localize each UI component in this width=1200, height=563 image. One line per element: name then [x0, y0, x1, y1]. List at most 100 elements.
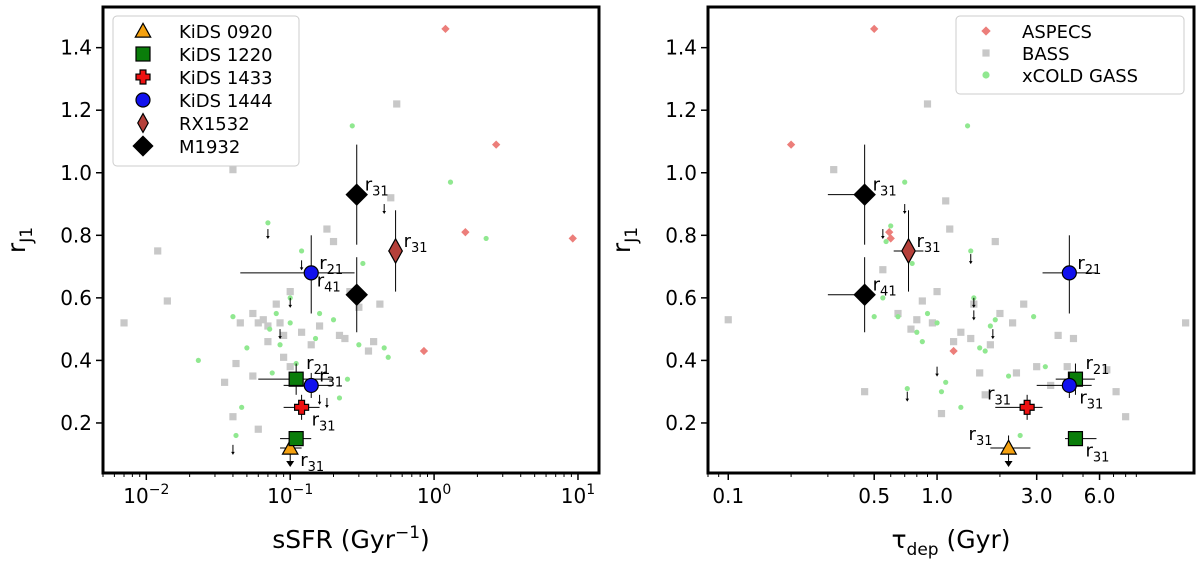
marker-kids-1444 — [303, 265, 319, 281]
marker-kids-1444 — [1061, 265, 1077, 281]
point-bass — [946, 225, 954, 233]
marker-m1932 — [345, 283, 368, 306]
point-xcold-gass — [880, 295, 886, 301]
legend-label: ASPECS — [1022, 22, 1092, 43]
marker-kids-1220 — [288, 371, 304, 387]
point-bass — [1054, 331, 1062, 339]
annotation-r21: r21 — [306, 353, 330, 378]
point-xcold-gass — [267, 326, 273, 332]
y-tick-label: 1.4 — [60, 36, 92, 60]
y-tick-label: 1.4 — [665, 36, 697, 60]
legend-marker-kids-1444 — [135, 92, 151, 108]
point-aspecs — [786, 140, 796, 149]
annotation-sub: 31 — [880, 185, 897, 200]
point-rx1532 — [388, 210, 404, 292]
point-kids-1433 — [995, 394, 1043, 420]
upper-limit-arrow-head — [905, 398, 910, 402]
point-xcold-gass — [1017, 432, 1023, 439]
point-bass — [329, 237, 338, 246]
point-bass — [861, 388, 869, 396]
y-tick-label: 0.8 — [60, 223, 92, 247]
point-xcold-gass — [934, 320, 940, 326]
point-xcold-gass — [230, 314, 236, 320]
annotation-sub: 31 — [995, 393, 1012, 408]
point-bass — [376, 300, 384, 308]
point-aspecs — [441, 24, 450, 34]
legend-marker-kids-1433 — [135, 69, 151, 85]
point-aspecs — [568, 234, 577, 243]
upper-limit-arrow-head — [288, 304, 293, 308]
x-tick-label: 10−2 — [123, 482, 169, 508]
point-bass — [986, 341, 994, 349]
point-kids-1220 — [258, 363, 334, 395]
point-bass — [163, 297, 171, 305]
marker-kids-1444 — [1061, 377, 1077, 394]
point-bass — [913, 316, 921, 324]
point-bass — [724, 316, 732, 324]
annotation-sub: 21 — [1093, 363, 1110, 378]
point-bass — [280, 353, 288, 361]
point-xcold-gass — [233, 432, 239, 439]
point-xcold-gass — [330, 317, 337, 323]
point-kids-1444 — [283, 372, 334, 398]
point-bass — [923, 100, 932, 108]
legend-label: KiDS 1444 — [179, 91, 273, 112]
annotation-r21: r21 — [1077, 253, 1101, 278]
annotation-sub: 31 — [924, 241, 941, 256]
point-bass — [272, 300, 280, 308]
point-xcold-gass — [904, 385, 910, 392]
point-bass — [928, 319, 937, 327]
series-xcold-gass — [871, 123, 1048, 439]
point-bass — [254, 425, 262, 433]
point-xcold-gass — [344, 376, 351, 382]
annotation-main: r — [969, 424, 977, 445]
x-tick-label: 10−1 — [267, 482, 313, 508]
annotation-main: r — [312, 409, 320, 430]
point-m1932 — [827, 257, 876, 333]
legend-label: xCOLD GASS — [1022, 66, 1138, 87]
point-bass — [286, 363, 294, 371]
point-bass — [1008, 319, 1017, 327]
point-bass — [1069, 334, 1078, 343]
point-kids-0920 — [990, 435, 1031, 467]
y-tick-label: 0.8 — [665, 223, 697, 247]
point-bass — [1033, 363, 1041, 371]
marker-kids-0920 — [999, 439, 1018, 455]
marker-m1932 — [345, 183, 368, 206]
point-bass — [229, 413, 237, 421]
annotation-sub: 31 — [1087, 397, 1104, 412]
upper-limit-arrow-head — [972, 304, 976, 308]
annotation-sub: 31 — [411, 241, 428, 256]
point-bass — [393, 100, 401, 108]
point-bass — [341, 334, 349, 343]
annotation-sub: 41 — [324, 281, 341, 296]
y-axis-label-main: r — [607, 242, 636, 253]
series-aspecs — [786, 24, 958, 356]
marker-kids-1433 — [1019, 399, 1035, 415]
legend-label: KiDS 1220 — [179, 45, 273, 66]
point-xcold-gass — [195, 357, 201, 364]
y-tick-label: 0.6 — [60, 286, 92, 310]
point-xcold-gass — [977, 345, 983, 351]
point-bass — [307, 341, 315, 349]
annotation-r41: r41 — [317, 271, 341, 296]
point-bass — [907, 325, 915, 333]
point-xcold-gass — [1031, 314, 1037, 320]
x-axis-label-sup: −1 — [395, 523, 420, 543]
legend-label: KiDS 0920 — [179, 22, 273, 43]
upper-limit-head — [286, 460, 295, 467]
point-xcold-gass — [943, 379, 949, 385]
y-tick-label: 0.2 — [665, 411, 697, 435]
point-xcold-gass — [938, 389, 945, 395]
point-bass — [220, 378, 229, 386]
point-xcold-gass — [316, 310, 323, 317]
point-xcold-gass — [871, 314, 877, 320]
x-tick-base: 10 — [561, 484, 586, 508]
point-kids-1220 — [280, 430, 312, 447]
point-bass — [830, 166, 838, 174]
annotation-r21: r21 — [1085, 353, 1109, 378]
point-bass — [949, 338, 958, 346]
point-xcold-gass — [888, 223, 894, 229]
